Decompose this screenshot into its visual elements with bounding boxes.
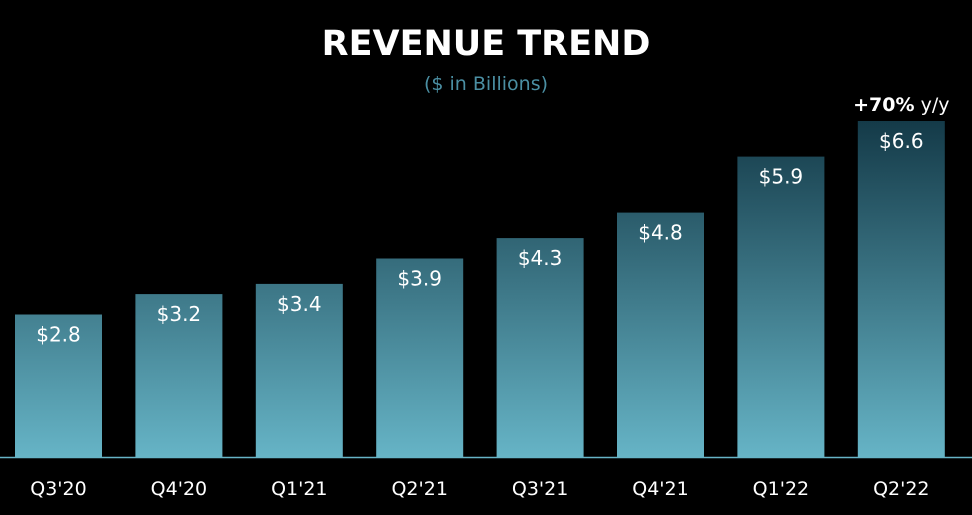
chart-subtitle: ($ in Billions) (423, 73, 549, 95)
growth-period: y/y (915, 94, 950, 116)
growth-percent: +70% (853, 94, 914, 116)
bar-value-label: $3.9 (397, 267, 442, 291)
x-tick-label: Q2'22 (873, 478, 929, 500)
bar-6 (737, 156, 825, 457)
bar-0 (15, 314, 102, 457)
x-tick-label: Q2'21 (391, 478, 447, 500)
x-axis-ticks: Q3'20 Q4'20 Q1'21 Q2'21 Q3'21 Q4'21 Q1'22 Q2'22 (30, 478, 929, 500)
bar-value-label: $2.8 (36, 323, 81, 347)
growth-annotation: +70% y/y (853, 94, 949, 116)
x-tick-label: Q1'21 (271, 478, 327, 500)
growth-annotation-text: +70% y/y (853, 94, 949, 116)
bar-5 (617, 212, 704, 457)
x-tick-label: Q3'21 (512, 478, 568, 500)
bar-value-label: $4.3 (518, 246, 563, 270)
bar-value-label: $5.9 (759, 165, 804, 189)
x-tick-label: Q4'21 (632, 478, 688, 500)
bar-7 (857, 121, 945, 457)
bar-3 (376, 258, 464, 457)
x-tick-label: Q3'20 (30, 478, 86, 500)
x-tick-label: Q4'20 (151, 478, 207, 500)
bar-2 (255, 283, 343, 457)
x-tick-label: Q1'22 (753, 478, 809, 500)
chart-title: REVENUE TREND (321, 24, 651, 64)
bar-value-label: $3.4 (277, 292, 322, 316)
bars-group: $2.8 $3.2 $3.4 $3.9 $4.3 $4.8 $5.9 $6.6 (15, 121, 945, 457)
bar-4 (496, 238, 584, 457)
bar-1 (135, 294, 223, 457)
bar-value-label: $3.2 (157, 302, 202, 326)
bar-value-label: $6.6 (879, 129, 924, 153)
bar-value-label: $4.8 (638, 221, 683, 245)
